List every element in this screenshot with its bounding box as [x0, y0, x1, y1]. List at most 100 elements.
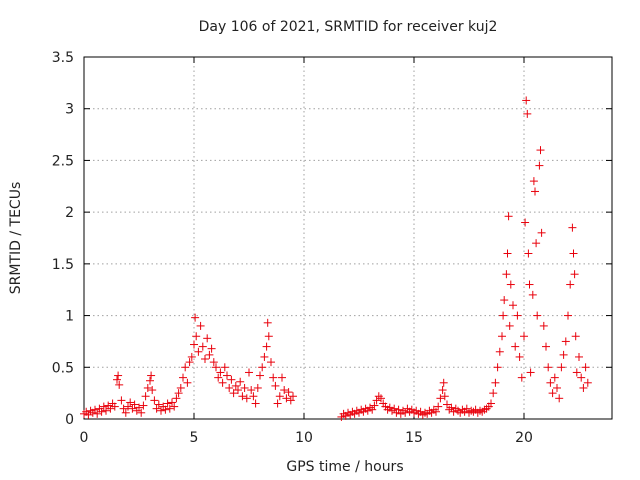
data-point	[128, 404, 137, 413]
data-point	[278, 373, 286, 382]
data-point	[253, 383, 262, 392]
data-point	[557, 363, 566, 372]
data-point	[126, 398, 135, 407]
data-point	[570, 270, 579, 279]
data-point	[263, 318, 272, 327]
data-point	[390, 404, 399, 413]
data-point	[542, 342, 550, 351]
data-point	[368, 405, 377, 414]
data-point	[218, 378, 227, 387]
data-point	[506, 280, 515, 289]
data-point	[192, 332, 201, 341]
data-point	[583, 378, 592, 387]
data-point	[161, 405, 170, 414]
data-point	[575, 352, 583, 361]
data-point	[286, 396, 295, 405]
data-point	[170, 402, 179, 411]
data-point	[113, 375, 121, 384]
data-point	[528, 290, 537, 299]
data-point	[571, 332, 580, 341]
data-point	[152, 404, 161, 413]
data-point	[445, 405, 454, 414]
data-point	[196, 321, 205, 330]
data-point	[115, 380, 124, 389]
data-point	[205, 350, 214, 359]
data-point	[273, 399, 282, 408]
data-point	[566, 280, 575, 289]
data-point	[434, 402, 443, 411]
data-point	[443, 400, 451, 409]
data-point	[260, 352, 269, 361]
data-point	[522, 96, 531, 105]
data-point	[168, 398, 176, 407]
data-point	[550, 373, 559, 382]
data-point	[525, 280, 534, 289]
data-point	[225, 383, 234, 392]
data-point	[264, 332, 273, 341]
data-point	[147, 371, 156, 380]
data-point	[165, 404, 174, 413]
data-point	[269, 373, 278, 382]
data-point	[212, 363, 220, 372]
data-point	[572, 368, 581, 377]
data-point	[117, 396, 126, 405]
data-point	[577, 373, 586, 382]
data-point	[214, 373, 223, 382]
y-tick-label: 0	[65, 412, 74, 428]
data-point	[220, 363, 229, 372]
tick-layer: 0 0.5 1 1.5 2 2.5 3 3.5 0 5 10 15 20	[52, 50, 612, 446]
data-point	[531, 187, 539, 196]
data-point	[505, 321, 514, 330]
y-tick-label: 1	[65, 309, 74, 325]
y-axis-label: SRMTID / TECUs	[8, 182, 24, 295]
data-point	[517, 373, 526, 382]
data-point	[526, 368, 535, 377]
data-point	[216, 368, 225, 377]
data-point	[209, 358, 218, 367]
data-point	[493, 363, 502, 372]
data-point	[262, 342, 271, 351]
data-point	[143, 383, 152, 392]
data-point	[102, 406, 110, 415]
data-point	[179, 373, 187, 382]
data-point	[141, 392, 150, 401]
data-point	[529, 177, 538, 186]
data-point	[489, 389, 498, 398]
data-point	[532, 239, 541, 248]
data-point	[256, 371, 264, 380]
data-point	[181, 363, 190, 372]
data-point	[579, 383, 588, 392]
data-point	[513, 311, 522, 320]
data-point	[503, 249, 512, 258]
data-point	[523, 109, 532, 118]
data-point	[150, 396, 159, 405]
data-point	[374, 392, 383, 401]
data-point	[539, 321, 548, 330]
data-point	[185, 358, 194, 367]
data-point	[537, 228, 546, 237]
data-point	[447, 403, 456, 412]
data-point	[370, 401, 379, 410]
data-point	[119, 404, 128, 413]
x-tick-label: 15	[405, 430, 423, 446]
data-point	[249, 392, 258, 401]
y-tick-label: 2	[65, 205, 74, 221]
data-point	[110, 402, 119, 411]
data-point	[498, 332, 506, 341]
data-point	[229, 389, 238, 398]
data-point	[201, 355, 209, 364]
data-point	[97, 407, 106, 416]
data-point	[242, 394, 251, 403]
data-point	[148, 386, 157, 395]
y-tick-label: 3.5	[52, 50, 74, 66]
data-point	[174, 389, 183, 398]
data-point	[271, 381, 280, 390]
data-point	[372, 396, 381, 405]
data-point	[561, 337, 570, 346]
data-point	[258, 363, 267, 372]
data-point	[536, 146, 545, 155]
grid-layer	[84, 57, 612, 419]
data-point	[568, 223, 577, 232]
data-point	[553, 383, 561, 392]
y-tick-label: 0.5	[52, 360, 74, 376]
